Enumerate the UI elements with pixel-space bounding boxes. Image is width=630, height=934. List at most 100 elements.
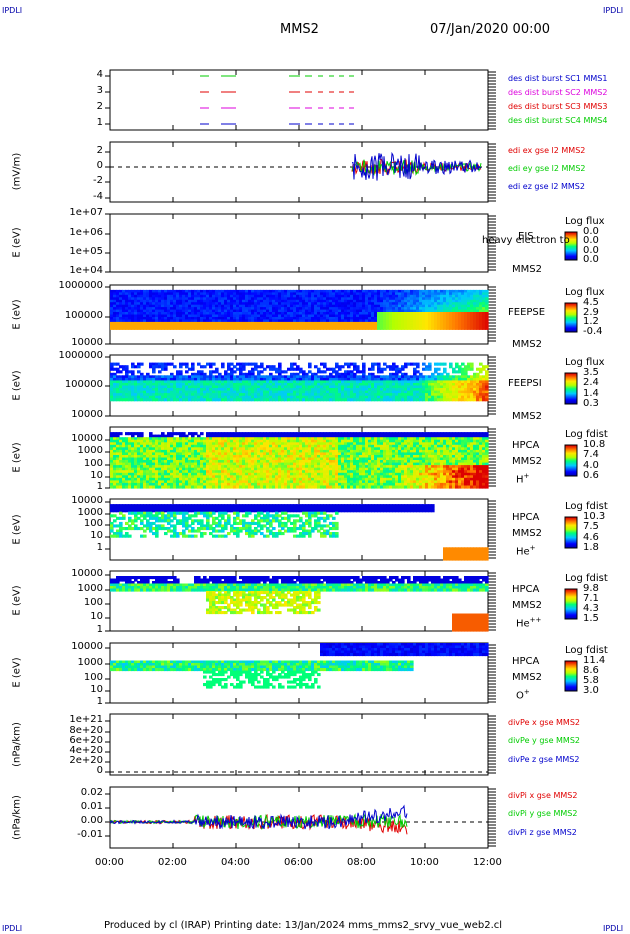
heatmap-cell-feepsi — [248, 388, 252, 392]
heatmap-cell-hpca-h — [173, 477, 177, 481]
heatmap-cell-feepsi — [347, 395, 351, 399]
heatmap-cell-feepsi — [263, 375, 267, 379]
heatmap-cell-feepsi — [323, 365, 327, 369]
heatmap-cell-feepse — [272, 309, 276, 313]
heatmap-cell-feepse — [374, 321, 378, 325]
heatmap-cell-feepsi — [146, 393, 150, 397]
heatmap-cell-feepsi — [335, 395, 339, 399]
heatmap-cell-feepsi — [395, 372, 399, 376]
heatmap-cell-hpca-h — [179, 477, 183, 481]
heatmap-cell-feepse — [410, 314, 414, 318]
heatmap-cell-feepse — [284, 309, 288, 313]
heatmap-cell-feepsi — [470, 385, 474, 389]
heatmap-cell-feepse — [176, 297, 180, 301]
heatmap-cell-feepse — [401, 307, 405, 311]
heatmap-cell-feepsi — [482, 390, 486, 394]
heatmap-cell-feepsi — [443, 377, 447, 381]
heatmap-cell-hpca-h — [125, 432, 129, 436]
heatmap-cell-feepse — [146, 319, 150, 323]
heatmap-cell-feepse — [131, 292, 135, 296]
heatmap-cell-feepse — [245, 299, 249, 303]
heatmap-cell-feepsi — [332, 390, 336, 394]
heatmap-cell-feepsi — [329, 385, 333, 389]
heatmap-cell-feepse — [284, 326, 288, 330]
heatmap-cell-feepse — [443, 292, 447, 296]
heatmap-cell-feepse — [200, 321, 204, 325]
heatmap-cell-feepsi — [479, 398, 483, 402]
heatmap-cell-feepse — [287, 294, 291, 298]
heatmap-cell-feepsi — [173, 377, 177, 381]
heatmap-cell-feepsi — [164, 395, 168, 399]
heatmap-cell-hpca-h — [137, 439, 141, 443]
heatmap-cell-feepsi — [455, 390, 459, 394]
heatmap-cell-feepse — [254, 302, 258, 306]
heatmap-cell-feepse — [479, 292, 483, 296]
heatmap-cell-hpca-h — [116, 472, 120, 476]
heatmap-cell-feepsi — [125, 367, 129, 371]
heatmap-cell-feepsi — [458, 395, 462, 399]
heatmap-cell-feepse — [266, 321, 270, 325]
heatmap-cell-hpca-h — [167, 465, 171, 469]
heatmap-cell-feepsi — [257, 377, 261, 381]
heatmap-cell-feepse — [320, 304, 324, 308]
heatmap-cell-hpca-h — [110, 457, 114, 461]
heatmap-cell-hpca-h — [110, 439, 114, 443]
heatmap-cell-feepse — [350, 294, 354, 298]
heatmap-cell-feepse — [176, 314, 180, 318]
heatmap-cell-feepse — [482, 314, 486, 318]
heatmap-cell-feepsi — [350, 372, 354, 376]
heatmap-cell-feepsi — [422, 393, 426, 397]
heatmap-cell-feepse — [290, 309, 294, 313]
heatmap-cell-feepse — [368, 297, 372, 301]
heatmap-cell-hpca-h — [179, 475, 183, 479]
heatmap-cell-feepsi — [143, 383, 147, 387]
heatmap-cell-feepse — [323, 321, 327, 325]
heatmap-cell-feepsi — [320, 393, 324, 397]
heatmap-cell-feepse — [482, 289, 486, 293]
heatmap-cell-feepsi — [146, 377, 150, 381]
heatmap-cell-feepse — [425, 319, 429, 323]
colorbar-cell-hpca-h — [565, 470, 577, 472]
heatmap-cell-hpca-h — [185, 439, 189, 443]
heatmap-cell-feepse — [380, 294, 384, 298]
heatmap-cell-feepse — [218, 324, 222, 328]
colorbar-cell-feepsi — [565, 378, 577, 380]
heatmap-cell-feepsi — [278, 365, 282, 369]
heatmap-cell-feepse — [452, 312, 456, 316]
colorbar-frame-hpca-h — [564, 444, 578, 477]
heatmap-cell-feepsi — [233, 383, 237, 387]
heatmap-cell-feepse — [311, 319, 315, 323]
heatmap-cell-feepse — [287, 307, 291, 311]
heatmap-cell-feepse — [143, 302, 147, 306]
heatmap-cell-feepsi — [401, 367, 405, 371]
heatmap-cell-feepse — [176, 324, 180, 328]
heatmap-cell-feepsi — [296, 365, 300, 369]
heatmap-cell-feepse — [425, 292, 429, 296]
heatmap-cell-feepsi — [254, 367, 258, 371]
heatmap-cell-feepse — [155, 292, 159, 296]
heatmap-cell-feepse — [416, 321, 420, 325]
heatmap-cell-feepsi — [245, 375, 249, 379]
heatmap-cell-feepse — [266, 312, 270, 316]
heatmap-cell-feepsi — [341, 365, 345, 369]
heatmap-cell-hpca-h — [116, 470, 120, 474]
heatmap-cell-hpca-h — [182, 457, 186, 461]
heatmap-cell-feepse — [149, 317, 153, 321]
heatmap-cell-feepsi — [161, 377, 165, 381]
heatmap-cell-hpca-h — [161, 447, 165, 451]
heatmap-cell-feepsi — [143, 388, 147, 392]
heatmap-cell-feepse — [179, 297, 183, 301]
heatmap-cell-feepse — [389, 312, 393, 316]
heatmap-cell-hpca-h — [173, 457, 177, 461]
heatmap-cell-feepse — [296, 319, 300, 323]
heatmap-cell-feepsi — [464, 372, 468, 376]
heatmap-cell-feepse — [236, 321, 240, 325]
heatmap-cell-feepsi — [431, 375, 435, 379]
heatmap-cell-hpca-h — [155, 455, 159, 459]
heatmap-cell-feepse — [308, 292, 312, 296]
heatmap-cell-feepsi — [350, 377, 354, 381]
heatmap-cell-hpca-h — [143, 455, 147, 459]
heatmap-cell-feepsi — [380, 385, 384, 389]
heatmap-cell-feepse — [197, 304, 201, 308]
heatmap-cell-feepse — [143, 326, 147, 330]
